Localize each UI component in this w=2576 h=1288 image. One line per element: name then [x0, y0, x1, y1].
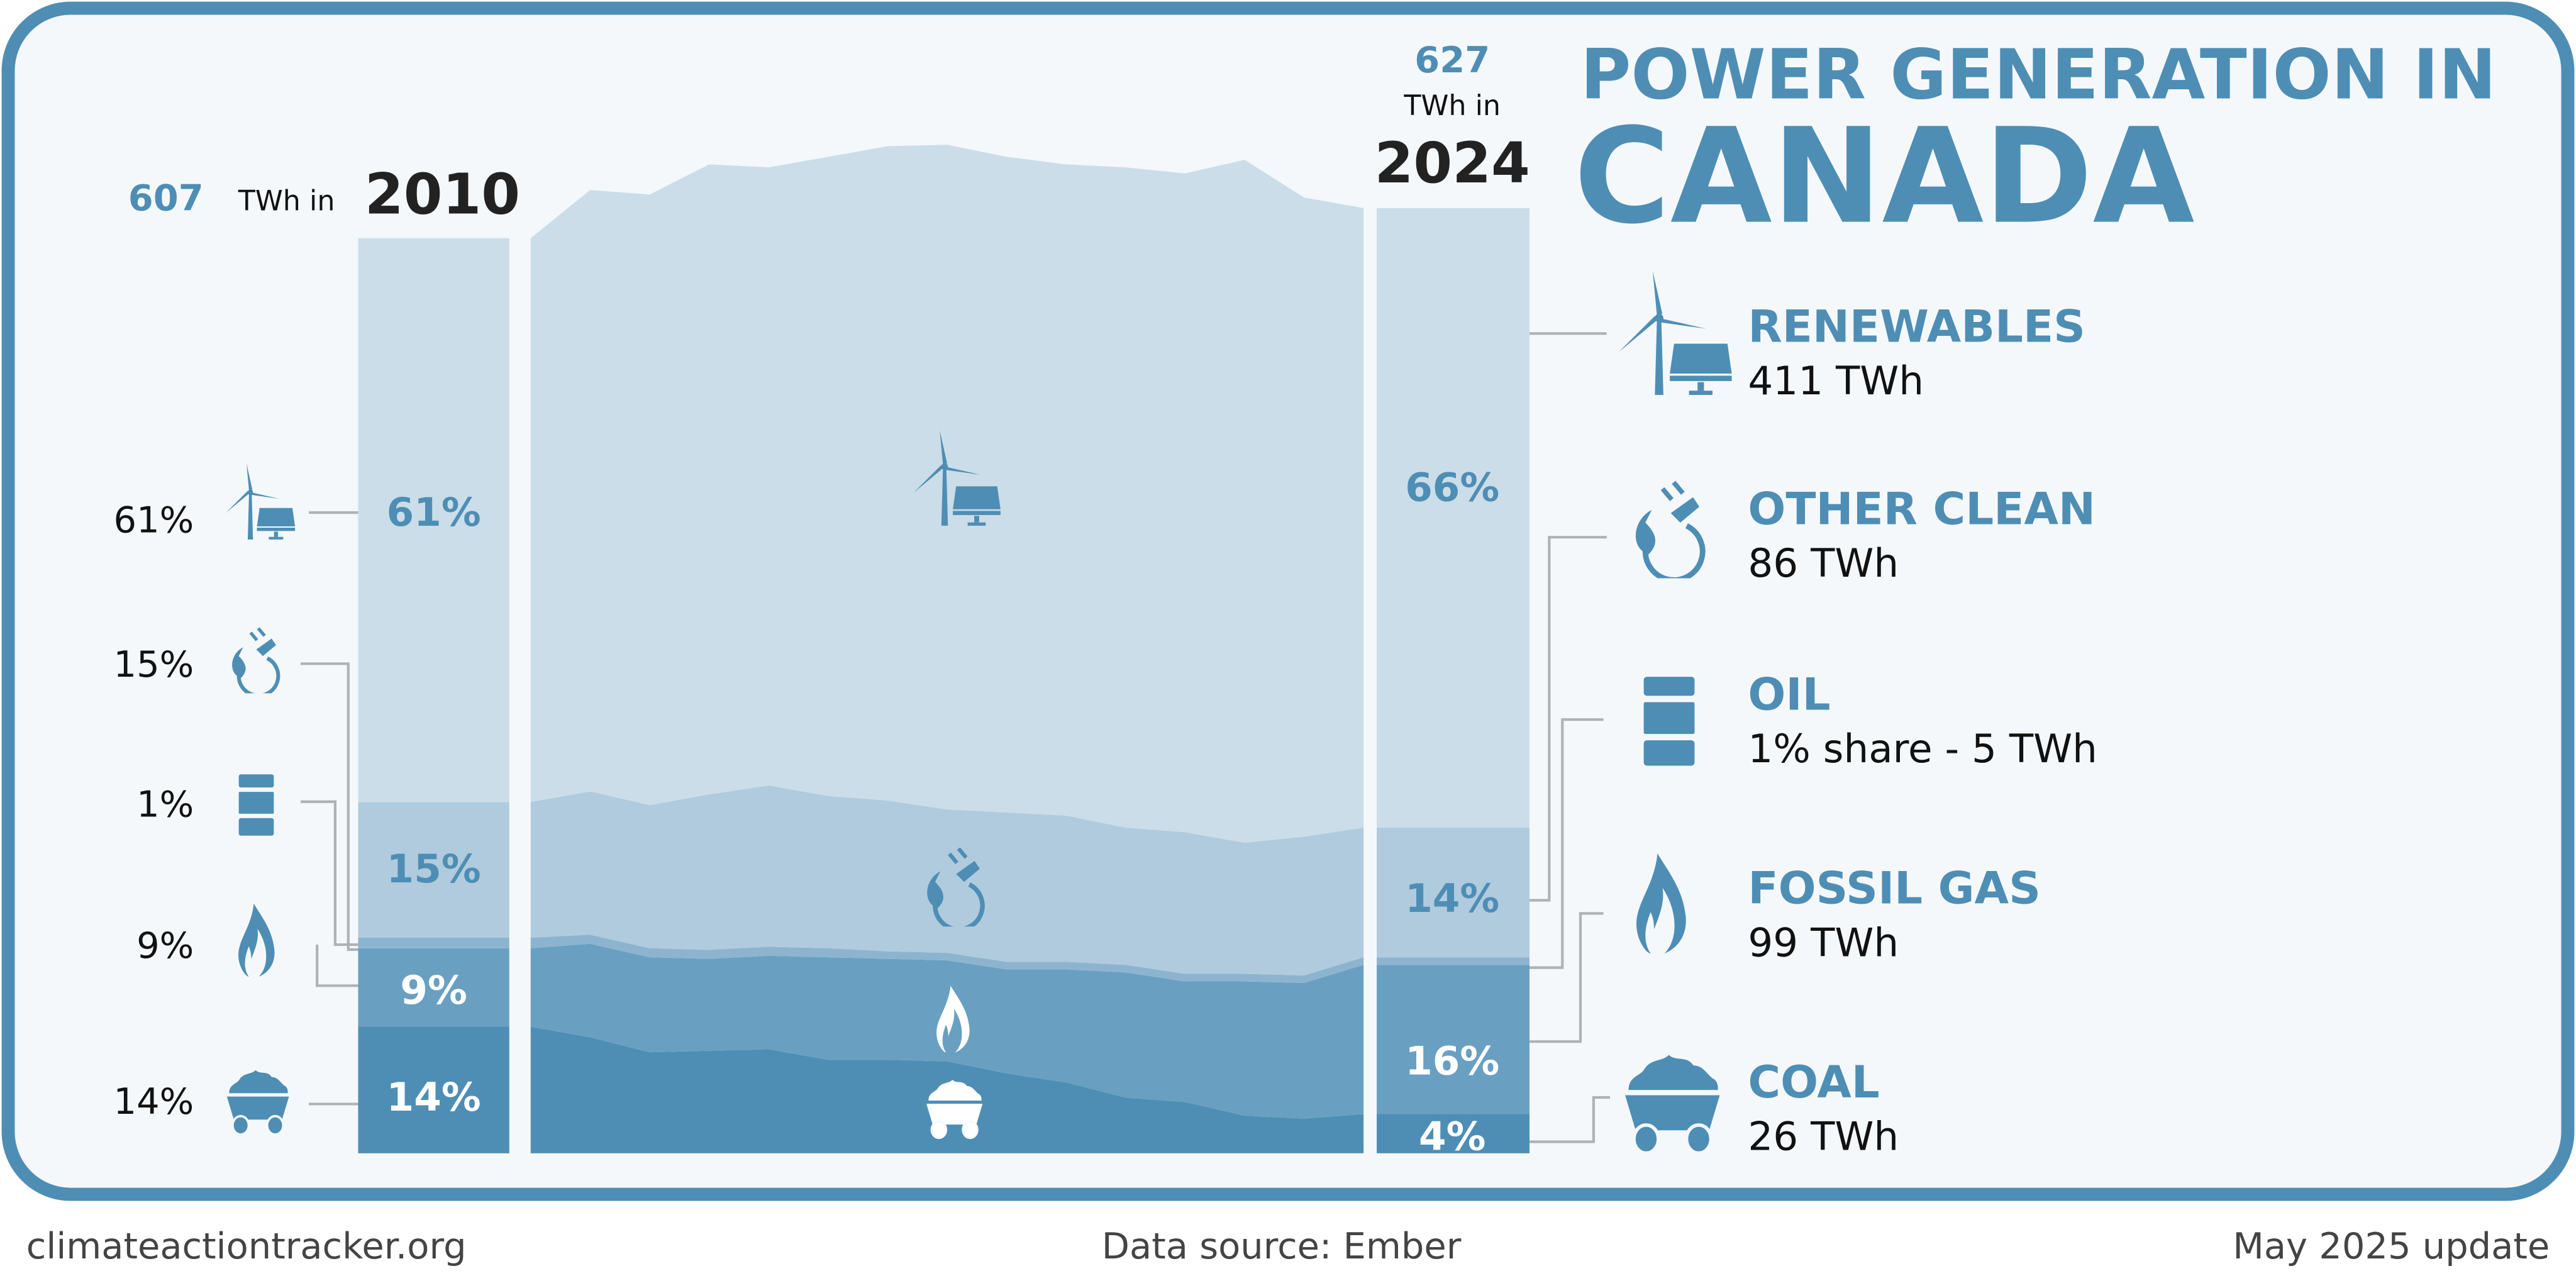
bar-2010-gas — [358, 948, 509, 1027]
bar-2024-oil — [1377, 957, 1530, 965]
bar2024-gas-pct: 16% — [1405, 1038, 1499, 1084]
bar2010-coal-pct: 14% — [387, 1074, 481, 1120]
area-renewables — [530, 145, 1364, 843]
right-connectors — [1530, 332, 1610, 1143]
left-pct-renewables: 61% — [114, 499, 194, 541]
bar2010-gas-pct: 9% — [400, 967, 467, 1013]
bar-2024-coal — [1377, 1114, 1530, 1153]
legend-coal-name: COAL — [1748, 1057, 1879, 1108]
legend-other-clean-name: OTHER CLEAN — [1748, 483, 2096, 535]
year-2024: 2024 — [1375, 131, 1530, 196]
total-2024-unit: TWh in — [1403, 90, 1501, 122]
legend-oil-name: OIL — [1748, 669, 1830, 720]
bar2010-renewables-pct: 61% — [387, 489, 481, 535]
area-oil — [530, 935, 1364, 983]
bar2024-other-clean-pct: 14% — [1405, 875, 1499, 921]
area-gas — [530, 943, 1364, 1119]
total-2024-value: 627 — [1414, 39, 1490, 81]
oil-barrel-icon — [238, 774, 274, 836]
legend-other-clean-value: 86 TWh — [1748, 540, 1899, 586]
bar2024-renewables-pct: 66% — [1405, 465, 1499, 511]
bar-2010-renewables — [358, 238, 509, 802]
year-2010: 2010 — [365, 162, 520, 227]
area-other-clean — [530, 785, 1364, 975]
title-line1: POWER GENERATION IN — [1580, 35, 2496, 115]
oil-barrel-icon — [1643, 677, 1695, 766]
bar-2010-oil — [358, 938, 509, 948]
total-2010-unit: TWh in — [238, 185, 335, 217]
bar2024-coal-pct: 4% — [1419, 1114, 1485, 1160]
bar-2024-other-clean — [1377, 828, 1530, 958]
bar-2010-other-clean — [358, 802, 509, 938]
footer-site[interactable]: climateactiontracker.org — [26, 1225, 467, 1267]
legend-renewables-value: 411 TWh — [1748, 358, 1924, 404]
title-line2: CANADA — [1574, 101, 2195, 253]
legend-coal-value: 26 TWh — [1748, 1114, 1899, 1160]
area-chart — [358, 145, 1530, 1153]
bar-2024-gas — [1377, 965, 1530, 1114]
legend-gas-value: 99 TWh — [1748, 919, 1899, 965]
bar2010-other-clean-pct: 15% — [387, 846, 481, 892]
legend-renewables-name: RENEWABLES — [1748, 301, 2085, 352]
total-2010-value: 607 — [128, 177, 204, 219]
left-pct-gas: 9% — [136, 924, 194, 967]
left-connectors — [301, 511, 358, 1106]
bar-2010-coal — [358, 1026, 509, 1153]
footer-source: Data source: Ember — [1102, 1225, 1462, 1267]
legend-oil-value: 1% share - 5 TWh — [1748, 726, 2097, 772]
left-pct-coal: 14% — [114, 1080, 194, 1123]
legend-gas-name: FOSSIL GAS — [1748, 863, 2040, 914]
bar-2024-renewables — [1377, 208, 1530, 828]
footer-update: May 2025 update — [2233, 1225, 2550, 1267]
left-pct-other-clean: 15% — [114, 643, 194, 686]
left-pct-oil: 1% — [136, 783, 194, 825]
